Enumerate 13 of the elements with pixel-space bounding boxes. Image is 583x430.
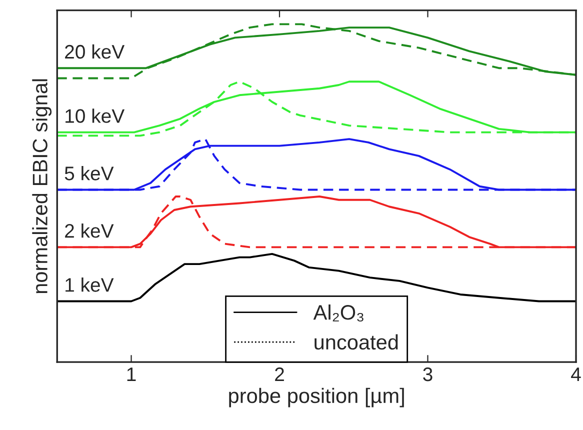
legend-label: Al₂O₃: [313, 304, 364, 322]
series-label: 10 keV: [66, 108, 125, 123]
x-tick-label: 1: [127, 368, 136, 382]
x-tick-label: 2: [275, 367, 284, 382]
series-label: 20 keV: [65, 44, 125, 59]
x-tick-label: 4: [571, 368, 581, 382]
series-label: 5 keV: [64, 166, 114, 180]
y-axis-title: normalized EBIC signal: [32, 79, 52, 294]
series-label: 2 keV: [65, 223, 114, 238]
x-tick-label: 3: [423, 367, 432, 382]
series-label: 1 keV: [66, 278, 114, 292]
x-axis-title: probe position [µm]: [229, 388, 404, 408]
legend-label: uncoated: [314, 334, 398, 350]
